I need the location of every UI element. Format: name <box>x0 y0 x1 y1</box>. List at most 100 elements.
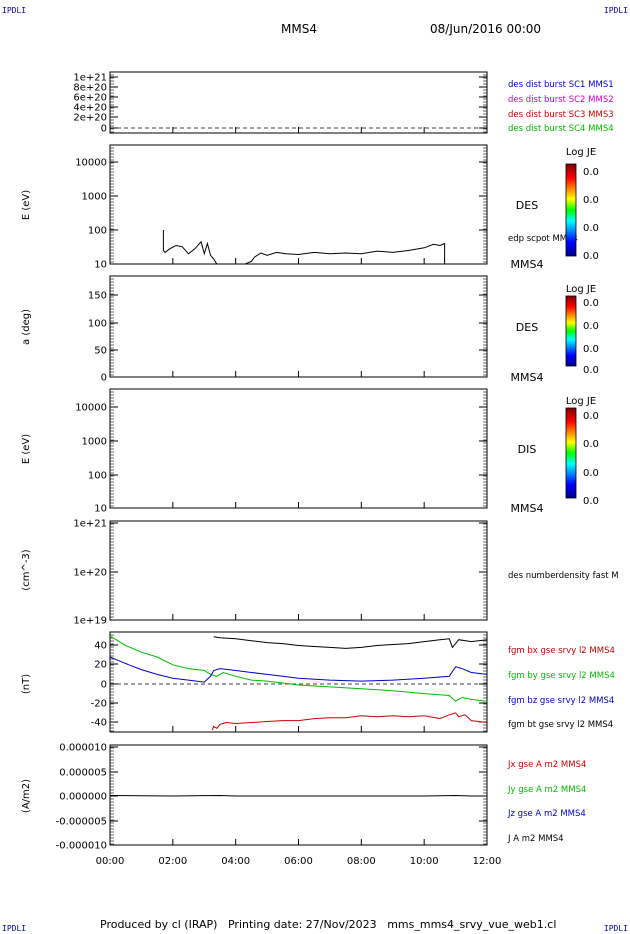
legend-entry: fgm by gse srvy l2 MMS4 <box>508 671 615 681</box>
y-tick-label: 8e+20 <box>73 83 107 94</box>
y-tick-label: -20 <box>91 699 107 710</box>
x-tick-label: 00:00 <box>96 856 125 867</box>
spacecraft-label: MMS4 <box>511 502 544 515</box>
spacecraft-label: MMS4 <box>511 258 544 271</box>
x-tick-label: 04:00 <box>221 856 250 867</box>
footer-printing-date: Printing date: 27/Nov/2023 <box>227 918 377 931</box>
y-axis-label: a (deg) <box>21 309 32 345</box>
y-axis-label: E (eV) <box>21 434 32 464</box>
y-tick-label: 1000 <box>82 192 107 203</box>
colorbar-title: Log JE <box>566 147 596 158</box>
y-tick-label: 0.000010 <box>59 743 107 754</box>
colorbar-tick-label: 0.0 <box>583 251 599 262</box>
x-tick-label: 06:00 <box>284 856 313 867</box>
colorbar-tick-label: 0.0 <box>583 439 599 450</box>
colorbar <box>565 407 577 499</box>
colorbar <box>565 295 577 367</box>
footer-produced-by: Produced by cl (IRAP) <box>100 918 218 931</box>
species-label: DES <box>516 199 538 212</box>
corner-label-top-left: IPDLI <box>2 6 27 15</box>
y-axis-label: (nT) <box>21 674 32 694</box>
panel-frame-p7 <box>109 744 488 846</box>
y-tick-label: 0 <box>101 373 107 384</box>
series-line <box>109 656 488 683</box>
x-tick-label: 02:00 <box>158 856 187 867</box>
y-tick-label: 1e+19 <box>73 616 107 627</box>
y-tick-label: -0.000010 <box>56 841 107 852</box>
y-tick-label: 100 <box>88 471 107 482</box>
colorbar-title: Log JE <box>566 396 596 407</box>
spacecraft-label: MMS4 <box>511 371 544 384</box>
legend-entry: Jx gse A m2 MMS4 <box>507 760 586 770</box>
y-tick-label: 100 <box>88 319 107 330</box>
panel-frame-p1 <box>109 71 488 134</box>
legend-entry: des dist burst SC4 MMS4 <box>508 124 614 134</box>
y-tick-label: 1e+21 <box>73 73 107 84</box>
y-tick-label: 50 <box>94 346 107 357</box>
y-tick-label: 150 <box>88 291 107 302</box>
legend-entry: J A m2 MMS4 <box>507 834 564 844</box>
y-tick-label: 10000 <box>75 403 107 414</box>
page-title: MMS4 <box>281 22 317 36</box>
page-datetime: 08/Jun/2016 00:00 <box>430 22 542 36</box>
y-tick-label: 2e+20 <box>73 113 107 124</box>
panel-frame-p4 <box>109 388 488 509</box>
series-line <box>213 636 488 649</box>
y-axis-label: (cm^-3) <box>21 549 32 590</box>
footer-product: mms_mms4_srvy_vue_web1.cl <box>387 918 557 931</box>
y-tick-label: -0.000005 <box>56 817 107 828</box>
panel-frame-p5 <box>109 520 488 621</box>
legend-entry: des dist burst SC1 MMS1 <box>508 80 614 90</box>
x-tick-label: 12:00 <box>473 856 502 867</box>
panel-frame-p2 <box>109 144 488 265</box>
colorbar-tick-label: 0.0 <box>583 195 599 206</box>
x-tick-label: 10:00 <box>410 856 439 867</box>
legend-entry: Jy gse A m2 MMS4 <box>507 785 586 795</box>
y-tick-label: 1e+20 <box>73 568 107 579</box>
series-line <box>162 230 446 265</box>
y-tick-label: 0 <box>101 124 107 135</box>
legend-entry: des dist burst SC2 MMS2 <box>508 95 614 105</box>
legend-entry: des dist burst SC3 MMS3 <box>508 110 614 120</box>
colorbar-tick-label: 0.0 <box>583 321 599 332</box>
colorbar-tick-label: 0.0 <box>583 496 599 507</box>
y-tick-label: 0.000005 <box>59 768 107 779</box>
corner-label-bottom-right: IPDLI <box>603 924 628 933</box>
corner-label-bottom-left: IPDLI <box>2 924 27 933</box>
panel-frame-p3 <box>109 275 488 378</box>
x-tick-label: 08:00 <box>347 856 376 867</box>
legend-entry: fgm bx gse srvy l2 MMS4 <box>508 646 615 656</box>
legend-entry: fgm bz gse srvy l2 MMS4 <box>508 696 614 706</box>
colorbar-tick-label: 0.0 <box>583 468 599 479</box>
overlay-label: edp scpot MMS4 <box>508 234 578 244</box>
series-line <box>211 712 488 731</box>
colorbar-tick-label: 0.0 <box>583 344 599 355</box>
y-axis-label: E (eV) <box>21 190 32 220</box>
y-tick-label: 1000 <box>82 437 107 448</box>
y-tick-label: 4e+20 <box>73 103 107 114</box>
colorbar-tick-label: 0.0 <box>583 411 599 422</box>
legend-entry: Jz gse A m2 MMS4 <box>507 809 586 819</box>
y-tick-label: 6e+20 <box>73 93 107 104</box>
series-line <box>109 794 487 797</box>
y-tick-label: -40 <box>91 718 107 729</box>
y-tick-label: 1e+21 <box>73 519 107 530</box>
series-line <box>109 635 488 702</box>
y-tick-label: 10 <box>94 260 107 271</box>
y-tick-label: 10000 <box>75 158 107 169</box>
y-tick-label: 10 <box>94 504 107 515</box>
colorbar-title: Log JE <box>566 284 596 295</box>
corner-label-top-right: IPDLI <box>603 6 628 15</box>
colorbar-tick-label: 0.0 <box>583 167 599 178</box>
y-tick-label: 40 <box>94 641 107 652</box>
y-tick-label: 0 <box>101 680 107 691</box>
y-tick-label: 100 <box>88 226 107 237</box>
y-axis-label: (A/m2) <box>21 779 32 813</box>
species-label: DIS <box>518 443 537 456</box>
colorbar-tick-label: 0.0 <box>583 365 599 376</box>
y-tick-label: 20 <box>94 660 107 671</box>
colorbar <box>565 163 577 257</box>
species-label: DES <box>516 321 538 334</box>
y-tick-label: 0.000000 <box>59 792 107 803</box>
